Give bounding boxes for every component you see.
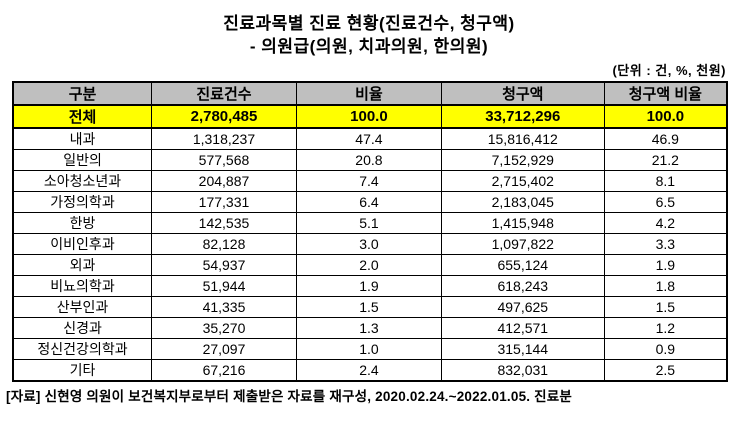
table-cell: 618,243: [440, 275, 605, 297]
row-label: 비뇨의학과: [12, 275, 153, 297]
table-cell: 1.5: [295, 296, 442, 318]
table-cell: 0.9: [603, 338, 728, 360]
table-row: 일반의 577,568 20.8 7,152,929 21.2: [12, 149, 728, 171]
table-header-row: 구분 진료건수 비율 청구액 청구액 비율: [12, 81, 728, 106]
column-header-visit-ratio: 비율: [295, 81, 442, 106]
row-label: 기타: [12, 359, 153, 382]
table-cell: 51,944: [151, 275, 297, 297]
table-row: 기타 67,216 2.4 832,031 2.5: [12, 359, 728, 382]
table-cell: 315,144: [440, 338, 605, 360]
table-cell: 33,712,296: [440, 104, 605, 129]
table-cell: 3.3: [603, 233, 728, 255]
source-note: [자료] 신현영 의원이 보건복지부로부터 제출받은 자료를 재구성, 2020…: [6, 389, 573, 404]
column-header-claim-amount: 청구액: [440, 81, 605, 106]
table-total-row: 전체 2,780,485 100.0 33,712,296 100.0: [12, 104, 728, 129]
table-cell: 1.8: [603, 275, 728, 297]
table-cell: 497,625: [440, 296, 605, 318]
table-cell: 2,715,402: [440, 170, 605, 192]
table-cell: 6.5: [603, 191, 728, 213]
table-cell: 832,031: [440, 359, 605, 382]
table-cell: 1,415,948: [440, 212, 605, 234]
unit-note: (단위 : 건, %, 천원): [612, 63, 726, 78]
table-cell: 67,216: [151, 359, 297, 382]
table-cell: 177,331: [151, 191, 297, 213]
column-header-category: 구분: [12, 81, 153, 106]
table-cell: 100.0: [295, 104, 442, 129]
page-title-line2: - 의원급(의원, 치과의원, 한의원): [249, 37, 489, 56]
total-row-label: 전체: [12, 104, 153, 129]
table-row: 산부인과 41,335 1.5 497,625 1.5: [12, 296, 728, 318]
table-cell: 41,335: [151, 296, 297, 318]
table-cell: 21.2: [603, 149, 728, 171]
table-cell: 1.3: [295, 317, 442, 339]
table-row: 외과 54,937 2.0 655,124 1.9: [12, 254, 728, 276]
table-cell: 54,937: [151, 254, 297, 276]
table-cell: 2.5: [603, 359, 728, 382]
table-row: 비뇨의학과 51,944 1.9 618,243 1.8: [12, 275, 728, 297]
row-label: 외과: [12, 254, 153, 276]
table-cell: 7,152,929: [440, 149, 605, 171]
table-cell: 27,097: [151, 338, 297, 360]
table-row: 정신건강의학과 27,097 1.0 315,144 0.9: [12, 338, 728, 360]
table-row: 신경과 35,270 1.3 412,571 1.2: [12, 317, 728, 339]
table-cell: 2.0: [295, 254, 442, 276]
column-header-claim-ratio: 청구액 비율: [603, 81, 728, 106]
page-title-line1: 진료과목별 진료 현황(진료건수, 청구액): [223, 14, 515, 33]
table-row: 한방 142,535 5.1 1,415,948 4.2: [12, 212, 728, 234]
row-label: 내과: [12, 127, 153, 150]
table-cell: 2,780,485: [151, 104, 297, 129]
table-cell: 577,568: [151, 149, 297, 171]
table-cell: 1,318,237: [151, 127, 297, 150]
table-row: 이비인후과 82,128 3.0 1,097,822 3.3: [12, 233, 728, 255]
table-cell: 82,128: [151, 233, 297, 255]
table-cell: 5.1: [295, 212, 442, 234]
table-cell: 20.8: [295, 149, 442, 171]
table-cell: 2.4: [295, 359, 442, 382]
row-label: 일반의: [12, 149, 153, 171]
table-row: 가정의학과 177,331 6.4 2,183,045 6.5: [12, 191, 728, 213]
table-cell: 100.0: [603, 104, 728, 129]
data-table: 구분 진료건수 비율 청구액 청구액 비율 전체 2,780,485 100.0…: [12, 81, 728, 382]
row-label: 신경과: [12, 317, 153, 339]
table-cell: 47.4: [295, 127, 442, 150]
table-cell: 46.9: [603, 127, 728, 150]
page-title: 진료과목별 진료 현황(진료건수, 청구액) - 의원급(의원, 치과의원, 한…: [0, 12, 738, 58]
table-cell: 1.0: [295, 338, 442, 360]
column-header-visit-count: 진료건수: [151, 81, 297, 106]
table-cell: 2,183,045: [440, 191, 605, 213]
table-cell: 35,270: [151, 317, 297, 339]
row-label: 정신건강의학과: [12, 338, 153, 360]
table-cell: 1.2: [603, 317, 728, 339]
table-cell: 204,887: [151, 170, 297, 192]
row-label: 산부인과: [12, 296, 153, 318]
table-cell: 412,571: [440, 317, 605, 339]
row-label: 한방: [12, 212, 153, 234]
table-cell: 3.0: [295, 233, 442, 255]
table-cell: 655,124: [440, 254, 605, 276]
row-label: 가정의학과: [12, 191, 153, 213]
table-cell: 6.4: [295, 191, 442, 213]
table-row: 내과 1,318,237 47.4 15,816,412 46.9: [12, 127, 728, 150]
table-cell: 1.9: [295, 275, 442, 297]
table-row: 소아청소년과 204,887 7.4 2,715,402 8.1: [12, 170, 728, 192]
table-cell: 7.4: [295, 170, 442, 192]
table-cell: 1,097,822: [440, 233, 605, 255]
table-cell: 1.5: [603, 296, 728, 318]
table-cell: 15,816,412: [440, 127, 605, 150]
table-cell: 1.9: [603, 254, 728, 276]
row-label: 이비인후과: [12, 233, 153, 255]
table-cell: 142,535: [151, 212, 297, 234]
row-label: 소아청소년과: [12, 170, 153, 192]
table-cell: 4.2: [603, 212, 728, 234]
table-cell: 8.1: [603, 170, 728, 192]
